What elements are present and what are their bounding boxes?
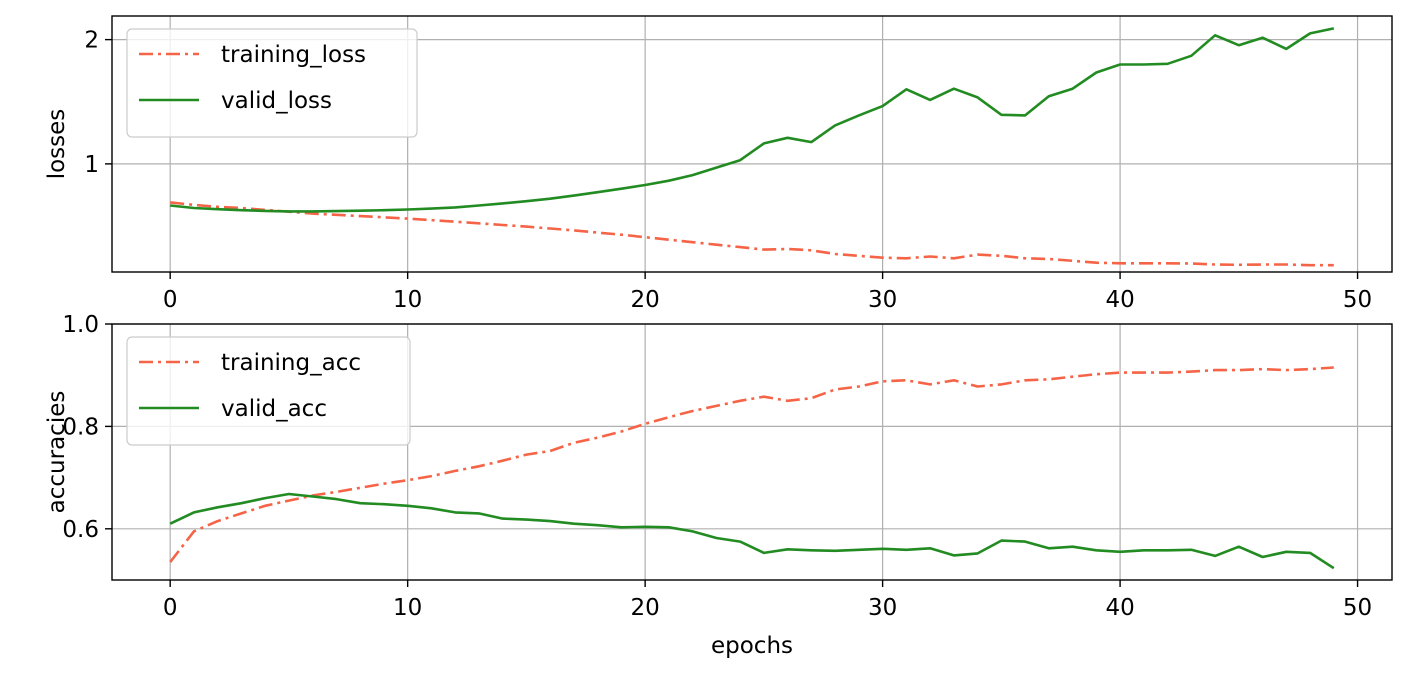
legend — [126, 28, 418, 138]
x-tick-label: 30 — [868, 595, 897, 621]
y-tick-label: 0.6 — [62, 517, 99, 543]
x-tick-label: 0 — [163, 595, 178, 621]
legend — [126, 336, 411, 446]
x-tick-label: 40 — [1105, 287, 1134, 313]
x-tick-label: 30 — [868, 287, 897, 313]
y-tick-label: 1 — [84, 152, 99, 178]
accuracies-subplot: 0 10 20 30 40 50 0.6 0.8 1.0 accuracies epochs trai… — [44, 312, 1393, 659]
x-tick-label: 50 — [1343, 287, 1372, 313]
series-line-valid_acc — [169, 492, 1335, 570]
legend-label-training_loss: training_loss — [221, 42, 366, 68]
x-tick-label: 10 — [393, 595, 422, 621]
x-tick-label: 40 — [1105, 595, 1134, 621]
y-axis-label: losses — [44, 109, 70, 180]
y-axis-label: accuracies — [44, 391, 70, 514]
y-tick-label: 0.8 — [62, 414, 99, 440]
legend-label-training_acc: training_acc — [221, 350, 361, 376]
legend-label-valid_acc: valid_acc — [221, 396, 327, 422]
y-tick-label: 2 — [84, 28, 99, 54]
x-tick-label: 20 — [630, 595, 659, 621]
x-tick-label: 50 — [1343, 595, 1372, 621]
x-tick-label: 10 — [393, 287, 422, 313]
series-line-training_loss — [170, 201, 1334, 267]
series-line-valid_loss — [170, 27, 1335, 213]
x-tick-label: 0 — [163, 287, 178, 313]
losses-subplot: 0 10 20 30 40 50 1 2 losses training_loss valid_lo… — [44, 15, 1393, 313]
x-axis-label: epochs — [711, 633, 793, 659]
x-tick-label: 20 — [630, 287, 659, 313]
axes-frame — [111, 323, 1393, 581]
legend-label-valid_loss: valid_loss — [221, 88, 332, 114]
series-line-training_acc — [169, 366, 1334, 563]
y-tick-label: 1.0 — [62, 312, 99, 338]
axes-frame — [111, 15, 1393, 273]
